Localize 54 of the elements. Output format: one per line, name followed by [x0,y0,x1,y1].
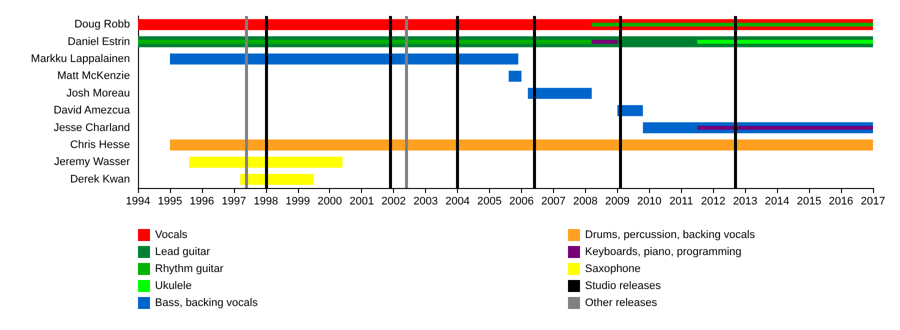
x-tick-label: 2011 [669,196,694,208]
x-tick-label: 2000 [317,196,342,208]
x-tick-label: 2003 [413,196,438,208]
x-tick-label: 2016 [828,196,854,208]
x-tick-label: 1998 [254,196,278,208]
x-tick-label: 2010 [637,196,662,208]
x-tick-label: 2009 [605,196,630,208]
y-tick-label: Josh Moreau [66,87,130,100]
legend-label: Ukulele [155,280,192,292]
bar [189,156,343,168]
y-tick-label: Jeremy Wasser [54,156,130,168]
y-tick-label: Markku Lappalainen [30,53,130,65]
y-tick-label: Jesse Charland [54,122,130,134]
x-tick-label: 2001 [349,196,374,208]
legend-label: Drums, percussion, backing vocals [585,229,756,241]
y-tick-label: Derek Kwan [70,173,130,186]
y-tick-label: Daniel Estrin [68,36,130,48]
bar [508,70,522,82]
x-tick-label: 2017 [860,196,886,208]
bar [240,174,314,185]
x-tick-label: 2012 [700,196,726,208]
legend-label: Other releases [585,297,658,309]
x-tick-label: 2006 [509,196,534,208]
legend-label: Bass, backing vocals [155,297,258,309]
bar [592,22,873,26]
bar [697,126,873,130]
x-tick-label: 1996 [190,196,214,208]
legend-label: Keyboards, piano, programming [585,246,742,258]
x-tick-label: 2005 [477,196,502,208]
x-tick-label: 2014 [764,196,790,208]
x-tick-label: 2007 [541,196,566,208]
legend-label: Vocals [155,229,188,241]
legend-label: Studio releases [585,280,662,292]
bar [170,139,873,151]
x-tick-label: 2004 [445,196,470,208]
bar [528,88,592,99]
y-tick-label: Chris Hesse [70,139,130,151]
x-tick-label: 2002 [381,196,406,208]
x-tick-label: 1994 [126,196,150,208]
x-tick-label: 2008 [573,196,598,208]
x-tick-label: 1997 [222,196,246,208]
legend-label: Rhythm guitar [155,263,224,275]
bar [592,40,618,44]
y-tick-label: Doug Robb [74,18,130,31]
y-tick-label: David Amezcua [54,104,131,117]
x-tick-label: 1999 [286,196,310,208]
bar [170,53,518,65]
x-tick-label: 1995 [158,196,182,208]
legend-label: Saxophone [585,263,641,275]
x-tick-label: 2013 [732,196,758,208]
x-tick-label: 2015 [796,196,822,208]
y-tick-label: Matt McKenzie [57,70,130,82]
legend-label: Lead guitar [155,246,210,258]
bar [697,40,873,44]
